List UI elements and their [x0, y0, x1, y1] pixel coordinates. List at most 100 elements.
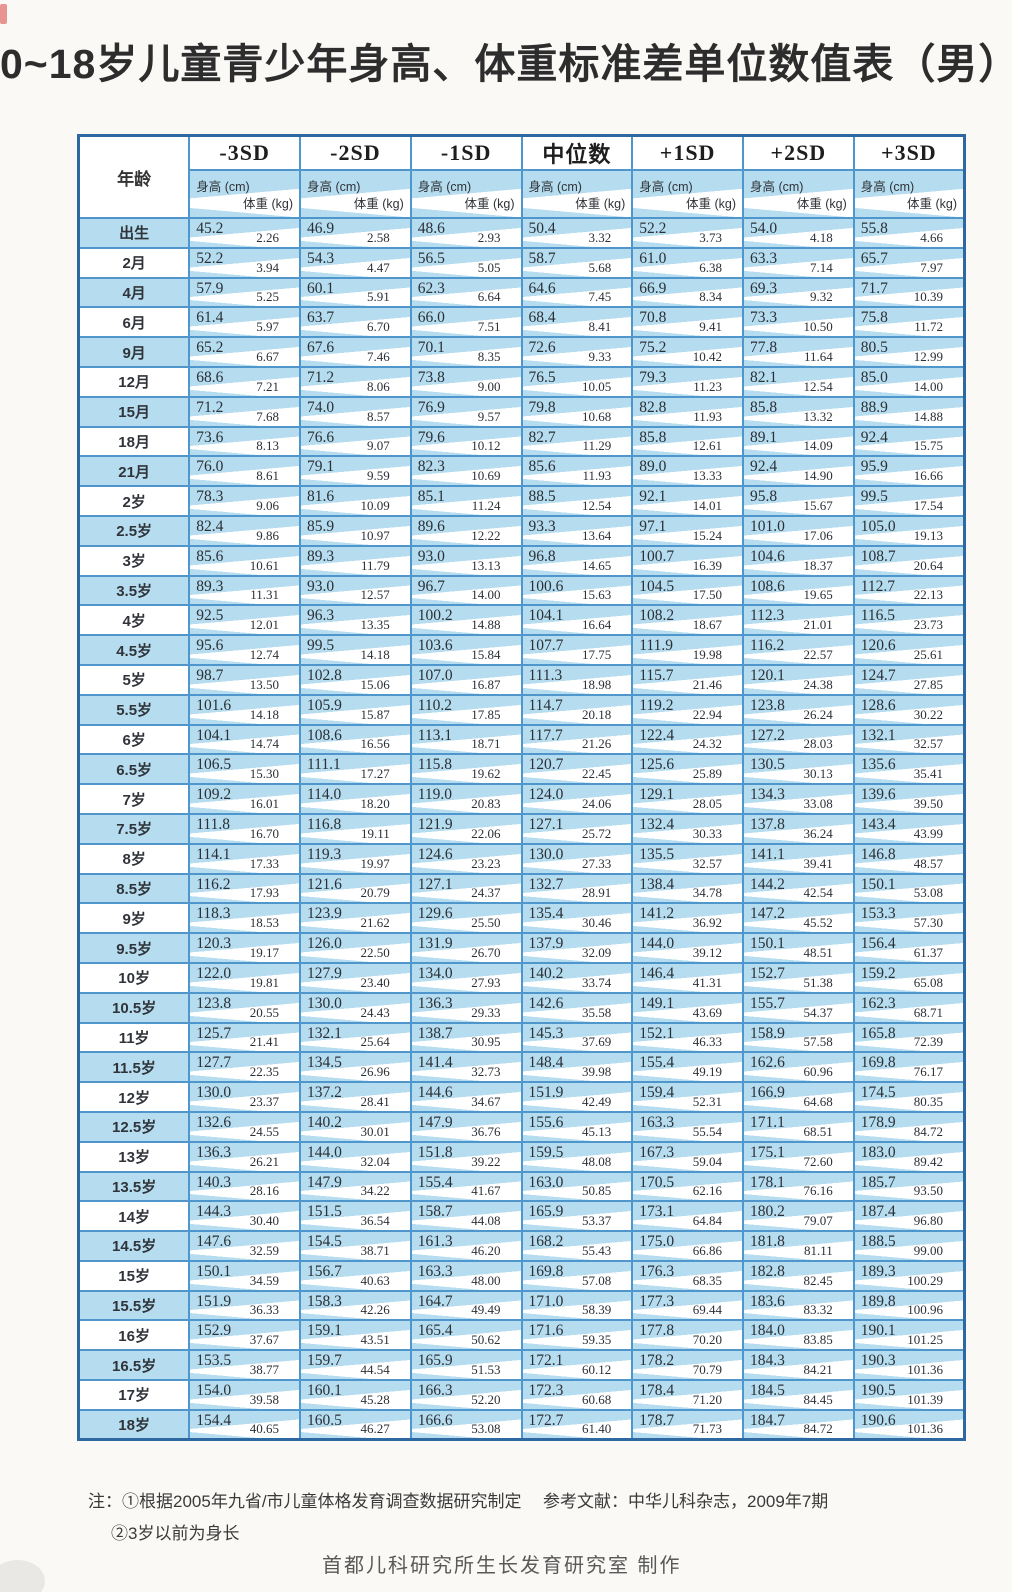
column-header-4: +1SD: [631, 134, 744, 171]
table-row: 2岁 78.3 9.06 81.6 10.09 85.1 11.24 88.5 12.54 92.…: [77, 485, 966, 517]
data-cell: 116.2 17.93: [188, 872, 301, 905]
height-value: 65.7: [860, 249, 888, 267]
weight-value: 61.37: [913, 944, 943, 960]
table-row: 16.5岁 153.5 38.77 159.7 44.54 165.9 51.53 172.1…: [77, 1349, 966, 1382]
data-cell: 178.4 71.20: [631, 1379, 744, 1411]
data-cell: 89.3 11.79: [299, 544, 412, 577]
weight-value: 8.35: [477, 348, 501, 364]
height-value: 128.6: [860, 696, 896, 714]
data-cell: 88.9 14.88: [852, 395, 966, 428]
data-cell: 135.4 30.46: [520, 902, 634, 935]
data-cell: 114.7 20.18: [520, 693, 634, 726]
weight-value: 101.25: [907, 1332, 943, 1348]
data-cell: 175.0 66.86: [631, 1230, 744, 1262]
data-cell: 169.8 57.08: [520, 1259, 634, 1292]
weight-value: 101.39: [907, 1391, 943, 1407]
age-cell: 7.5岁: [77, 812, 191, 845]
table-row: 15月 71.2 7.68 74.0 8.57 76.9 9.57 79.8 10.68 82.8…: [77, 395, 966, 428]
weight-value: 21.41: [249, 1034, 279, 1050]
height-value: 45.2: [196, 220, 224, 237]
height-value: 184.3: [750, 1352, 785, 1370]
weight-value: 10.97: [360, 527, 390, 543]
data-cell: 154.4 40.65: [188, 1408, 301, 1441]
height-value: 76.9: [417, 398, 445, 416]
weight-value: 76.17: [913, 1064, 943, 1080]
data-cell: 76.5 10.05: [520, 365, 634, 398]
height-value: 130.0: [307, 994, 342, 1012]
data-cell: 172.3 60.68: [520, 1379, 634, 1411]
height-value: 167.3: [639, 1143, 675, 1161]
data-cell: 177.8 70.20: [631, 1319, 744, 1352]
weight-value: 13.50: [249, 676, 279, 692]
weight-value: 34.59: [249, 1272, 279, 1288]
height-value: 119.0: [417, 786, 453, 804]
data-cell: 161.3 46.20: [409, 1230, 523, 1262]
table-row: 2.5岁 82.4 9.86 85.9 10.97 89.6 12.22 93.3 13.64 9…: [77, 514, 966, 547]
data-cell: 135.6 35.41: [852, 753, 966, 786]
data-cell: 143.4 43.99: [852, 812, 966, 845]
data-cell: 137.8 36.24: [742, 812, 855, 845]
weight-value: 65.08: [913, 974, 943, 990]
data-cell: 128.6 30.22: [852, 693, 966, 726]
height-value: 76.5: [528, 368, 556, 386]
table-row: 5岁 98.7 13.50 102.8 15.06 107.0 16.87 111.3 18.9…: [77, 663, 966, 696]
table-row: 9.5岁 120.3 19.17 126.0 22.50 131.9 26.70 137.9 3…: [77, 932, 966, 964]
height-value: 165.9: [417, 1352, 453, 1370]
weight-value: 54.37: [803, 1004, 833, 1020]
data-cell: 92.4 14.90: [742, 455, 855, 488]
weight-value: 4.18: [810, 229, 833, 245]
data-cell: 111.9 19.98: [631, 634, 744, 666]
height-value: 46.9: [307, 220, 335, 237]
weight-value: 80.35: [913, 1093, 943, 1109]
data-cell: 52.2 3.94: [188, 246, 301, 279]
height-value: 137.8: [750, 815, 785, 833]
data-cell: 188.5 99.00: [852, 1230, 966, 1262]
data-cell: 48.6 2.93: [409, 217, 523, 249]
height-value: 89.3: [196, 577, 224, 595]
data-cell: 160.1 45.28: [299, 1379, 412, 1411]
weight-unit-label: 体重 (kg): [796, 197, 847, 211]
data-cell: 113.1 18.71: [409, 723, 523, 756]
subheader-cell-0: 身高 (cm) 体重 (kg): [188, 169, 301, 219]
weight-value: 30.01: [360, 1123, 390, 1139]
weight-value: 7.68: [256, 408, 279, 424]
data-cell: 107.0 16.87: [409, 663, 523, 696]
weight-value: 42.49: [582, 1093, 612, 1109]
data-cell: 154.5 38.71: [299, 1230, 412, 1262]
height-value: 152.7: [750, 964, 785, 982]
weight-value: 12.54: [803, 378, 833, 394]
table-row: 3.5岁 89.3 11.31 93.0 12.57 96.7 14.00 100.6 15.6…: [77, 574, 966, 607]
height-value: 127.1: [528, 815, 564, 833]
data-cell: 159.7 44.54: [299, 1349, 412, 1382]
height-value: 108.6: [307, 726, 342, 744]
height-value: 173.1: [639, 1203, 675, 1221]
weight-value: 12.74: [249, 646, 279, 662]
data-cell: 101.0 17.06: [742, 514, 855, 547]
weight-value: 14.74: [249, 736, 279, 752]
data-cell: 151.8 39.22: [409, 1140, 523, 1173]
weight-value: 6.64: [477, 289, 501, 305]
height-value: 144.0: [307, 1143, 342, 1161]
data-cell: 178.7 71.73: [631, 1408, 744, 1441]
data-cell: 153.5 38.77: [188, 1349, 301, 1382]
data-cell: 172.7 61.40: [520, 1408, 634, 1441]
weight-value: 32.73: [471, 1064, 501, 1080]
weight-value: 35.58: [582, 1004, 612, 1020]
weight-value: 79.07: [803, 1213, 833, 1229]
data-cell: 166.6 53.08: [409, 1408, 523, 1441]
weight-value: 6.67: [256, 348, 279, 364]
height-value: 74.0: [307, 398, 335, 416]
data-cell: 96.7 14.00: [409, 574, 523, 607]
weight-value: 40.65: [249, 1421, 279, 1437]
weight-value: 58.39: [582, 1302, 612, 1318]
data-cell: 82.4 9.86: [188, 514, 301, 547]
data-cell: 173.1 64.84: [631, 1200, 744, 1233]
weight-value: 20.79: [360, 885, 390, 901]
weight-value: 12.01: [249, 617, 279, 633]
data-cell: 162.6 60.96: [742, 1051, 855, 1084]
weight-value: 48.08: [582, 1153, 612, 1169]
weight-value: 17.27: [360, 766, 390, 782]
data-cell: 159.1 43.51: [299, 1319, 412, 1352]
height-value: 190.5: [860, 1382, 896, 1400]
data-cell: 190.6 101.36: [852, 1408, 966, 1441]
